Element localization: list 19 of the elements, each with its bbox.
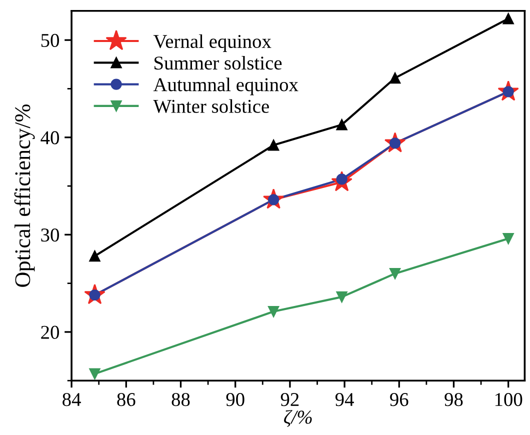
legend-label: Vernal equinox (153, 34, 272, 52)
legend-label: Winter solstice (153, 99, 269, 114)
legend-label: Autumnal equinox (153, 78, 298, 96)
x-tick-label: 94 (335, 393, 354, 406)
x-tick-label: 90 (226, 392, 244, 406)
x-tick-label: 92 (280, 393, 299, 406)
legend-label: Summer solstice (154, 56, 282, 70)
x-axis-title: ζ/% (284, 410, 312, 427)
y-tick-label: 50 (41, 34, 60, 48)
x-tick-label: 86 (117, 392, 136, 406)
x-tick-label: 98 (444, 392, 463, 406)
y-tick-label: 30 (41, 228, 60, 242)
x-tick-label: 96 (390, 393, 408, 406)
x-tick-label: 88 (172, 392, 190, 406)
y-tick-label: 40 (40, 131, 60, 144)
x-tick-label: 84 (62, 392, 81, 406)
x-tick-label: 100 (495, 392, 522, 406)
y-axis-title: Optical efficiency/% (14, 104, 35, 287)
y-tick-label: 20 (41, 326, 60, 339)
